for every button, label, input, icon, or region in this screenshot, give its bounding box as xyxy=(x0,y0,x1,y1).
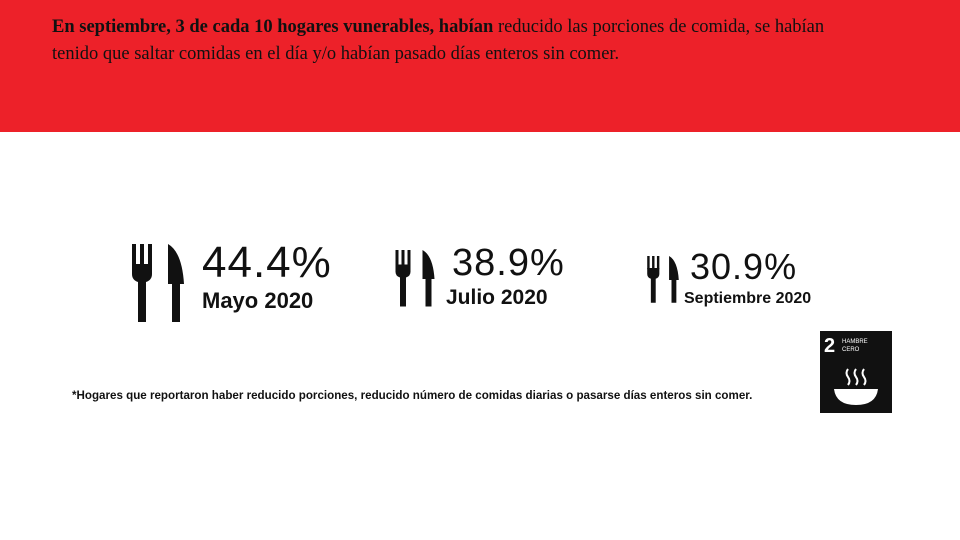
stat-period: Mayo 2020 xyxy=(202,288,314,313)
stat-septiembre: 30.9% Septiembre 2020 xyxy=(646,246,836,308)
headline: En septiembre, 3 de cada 10 hogares vune… xyxy=(52,14,852,68)
footnote: *Hogares que reportaron haber reducido p… xyxy=(72,389,753,402)
fork-knife-icon xyxy=(132,244,184,322)
stat-julio: 38.9% Julio 2020 xyxy=(394,242,584,310)
sdg-badge: 2 HAMBRE CERO xyxy=(820,331,892,413)
stat-value: 30.9% xyxy=(690,246,798,287)
bowl-icon xyxy=(834,368,878,405)
sdg-title: HAMBRE CERO xyxy=(842,338,888,354)
headline-rest: reducido las porciones de comida, se hab… xyxy=(52,17,825,64)
stat-period: Septiembre 2020 xyxy=(684,290,812,307)
stat-period: Julio 2020 xyxy=(446,286,548,309)
sdg-title-line2: CERO xyxy=(842,347,860,353)
stat-value: 38.9% xyxy=(452,242,565,284)
header-banner: En septiembre, 3 de cada 10 hogares vune… xyxy=(0,0,960,132)
stat-mayo: 44.4% Mayo 2020 xyxy=(130,238,340,324)
fork-knife-icon xyxy=(647,256,679,303)
fork-knife-icon xyxy=(395,250,435,307)
headline-bold: En septiembre, 3 de cada 10 hogares vune… xyxy=(52,17,494,37)
sdg-number: 2 xyxy=(824,335,836,357)
stat-value: 44.4% xyxy=(202,238,332,287)
sdg-title-line1: HAMBRE xyxy=(842,339,868,345)
